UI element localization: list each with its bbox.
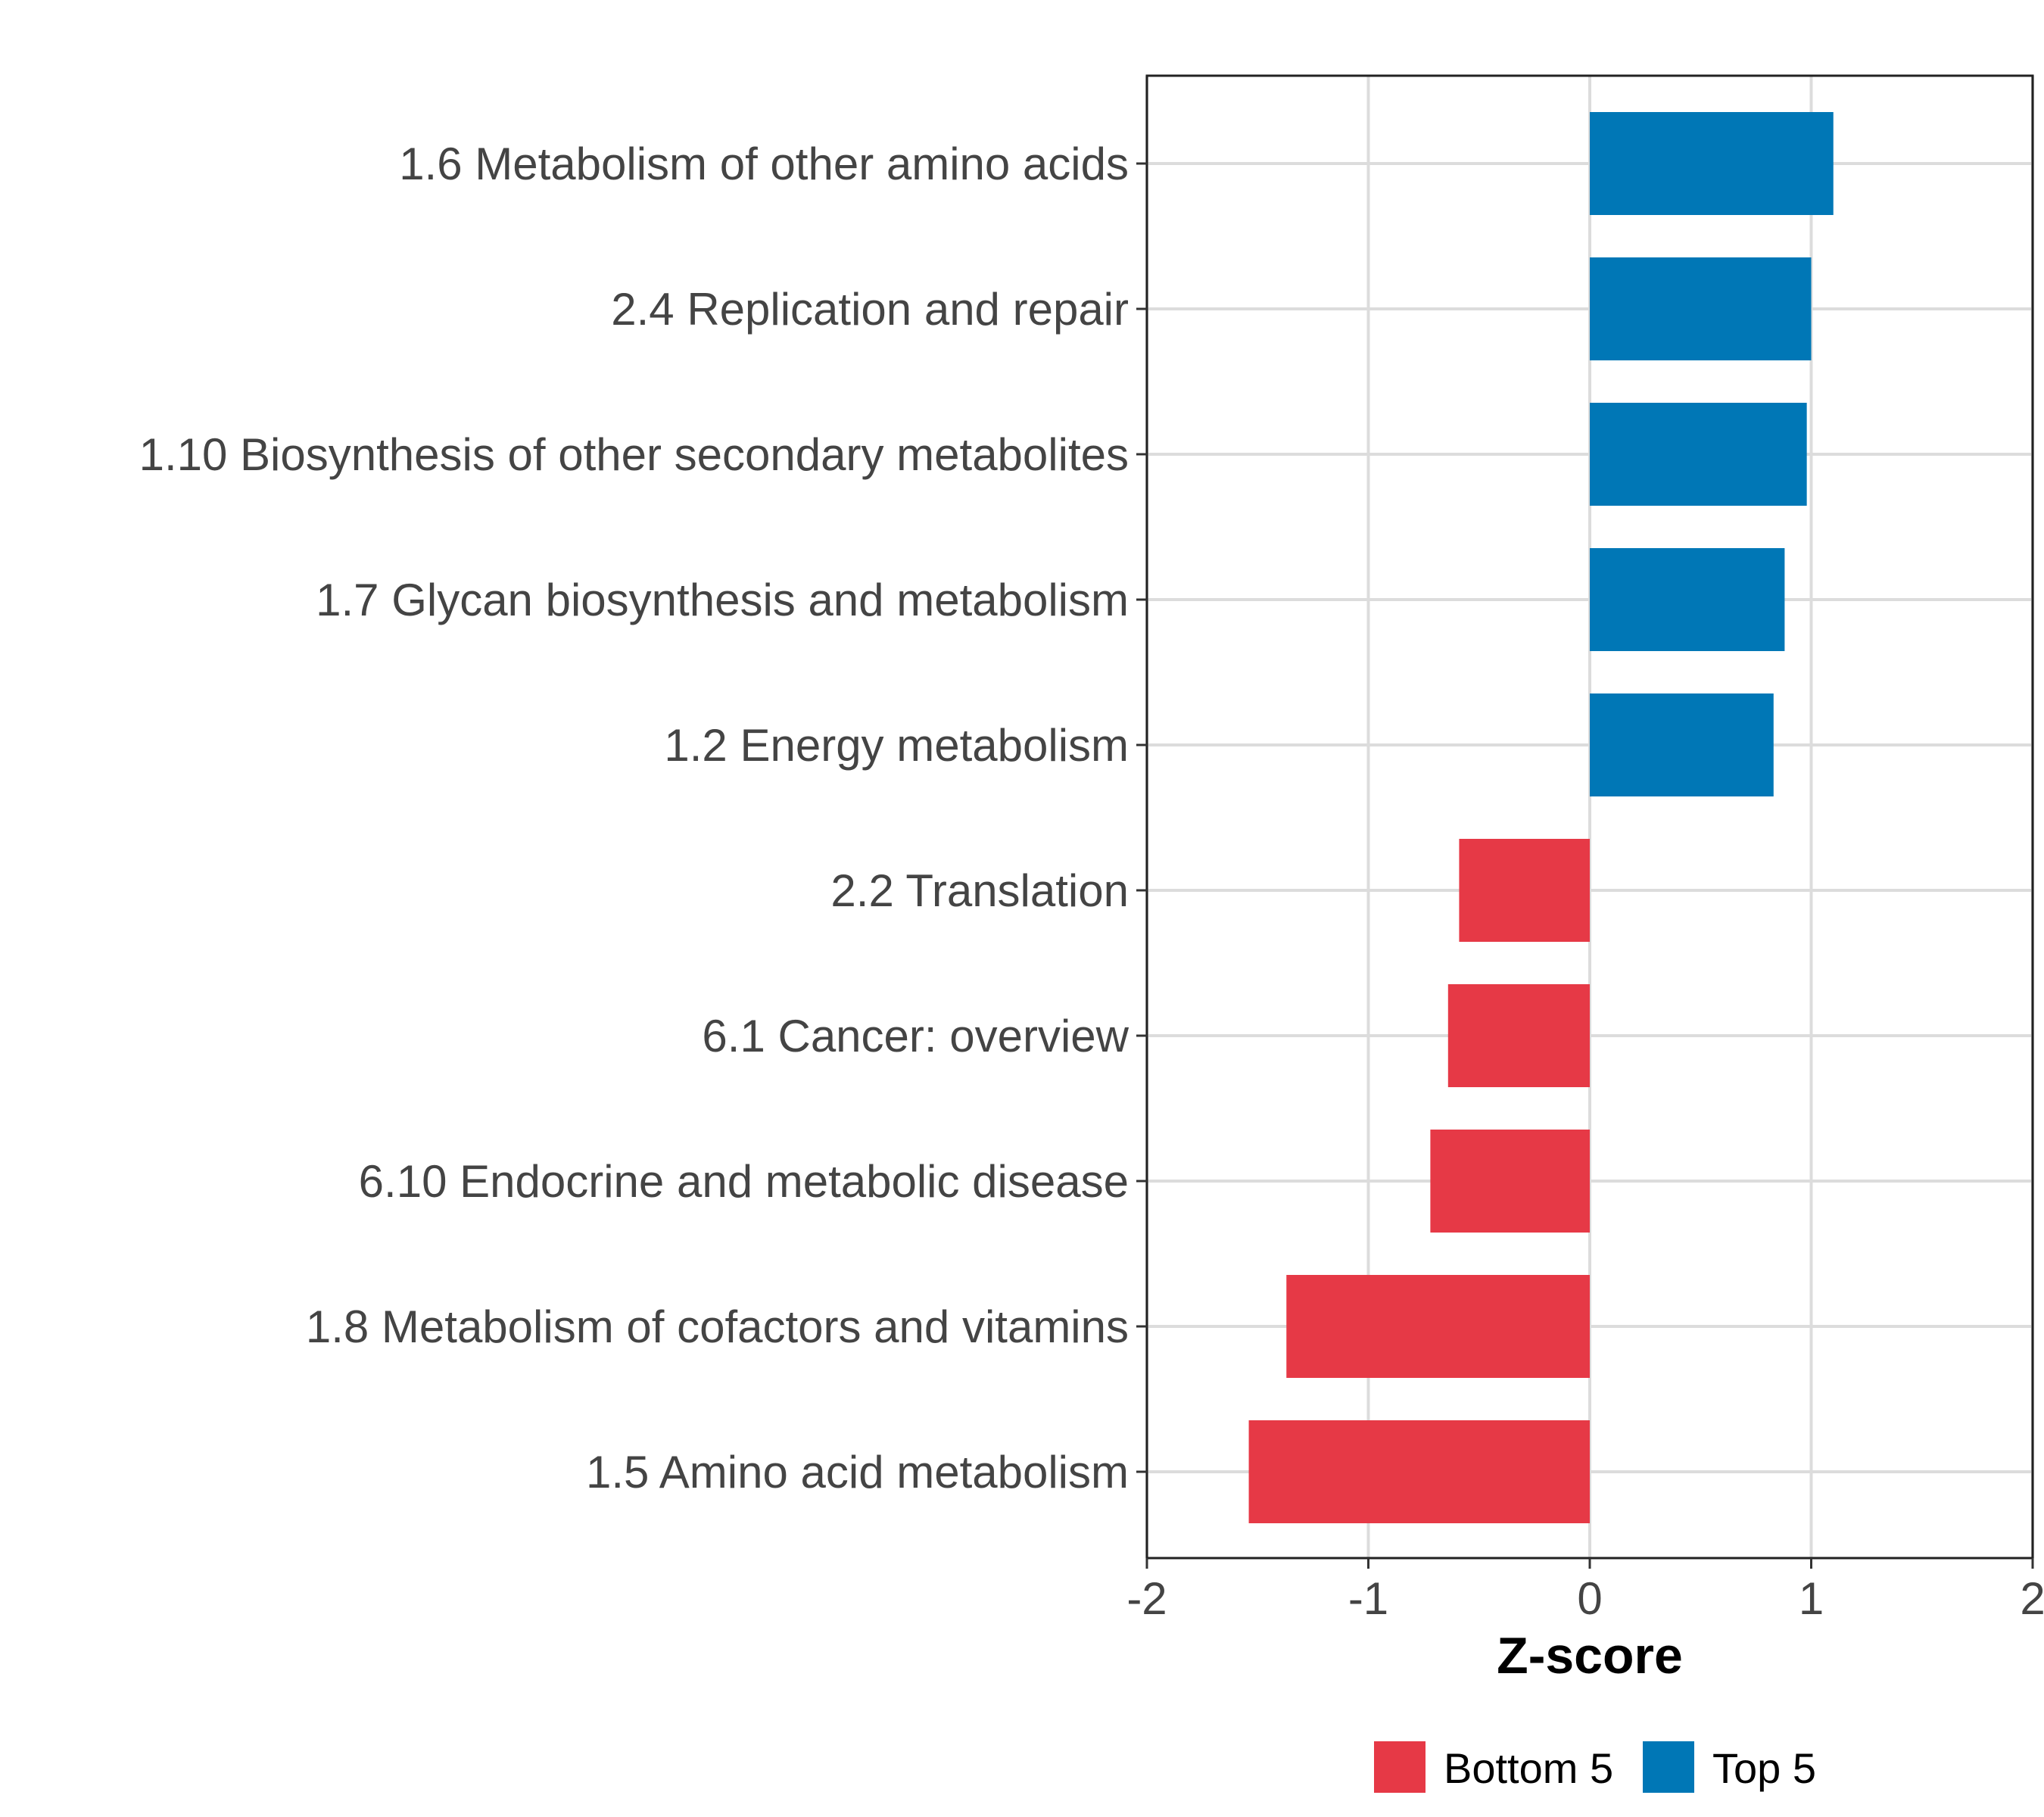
- bar: [1590, 257, 1812, 360]
- legend-swatch: [1643, 1741, 1694, 1793]
- category-label: 2.4 Replication and repair: [611, 284, 1129, 335]
- x-tick-label: 1: [1799, 1573, 1824, 1624]
- category-label: 1.5 Amino acid metabolism: [586, 1447, 1129, 1498]
- x-axis-title: Z-score: [1497, 1627, 1683, 1685]
- category-label: 1.8 Metabolism of cofactors and vitamins: [306, 1301, 1129, 1352]
- x-axis: -2 -1 0 1 2: [1126, 1558, 2044, 1624]
- bar: [1447, 984, 1590, 1087]
- bar: [1590, 112, 1834, 215]
- bar: [1248, 1420, 1590, 1523]
- bar: [1590, 548, 1785, 651]
- legend: Bottom 5 Top 5: [1374, 1741, 1816, 1793]
- legend-swatch: [1374, 1741, 1426, 1793]
- x-tick-label: -1: [1348, 1573, 1388, 1624]
- bar: [1459, 839, 1590, 942]
- x-tick-label: 2: [2020, 1573, 2044, 1624]
- bar: [1430, 1130, 1590, 1233]
- bar: [1590, 693, 1774, 796]
- category-label: 1.10 Biosynthesis of other secondary met…: [139, 429, 1129, 480]
- category-label: 1.6 Metabolism of other amino acids: [399, 139, 1129, 189]
- y-axis: 1.6 Metabolism of other amino acids 2.4 R…: [139, 139, 1147, 1498]
- bar: [1286, 1275, 1590, 1378]
- category-label: 1.7 Glycan biosynthesis and metabolism: [316, 575, 1129, 625]
- category-label: 2.2 Translation: [830, 865, 1129, 916]
- x-tick-label: -2: [1126, 1573, 1167, 1624]
- legend-label: Top 5: [1712, 1744, 1816, 1792]
- category-label: 1.2 Energy metabolism: [664, 720, 1129, 771]
- category-label: 6.10 Endocrine and metabolic disease: [359, 1156, 1129, 1207]
- bar: [1590, 403, 1807, 506]
- category-label: 6.1 Cancer: overview: [702, 1011, 1129, 1061]
- bars: [1248, 112, 1834, 1523]
- legend-label: Bottom 5: [1444, 1744, 1613, 1792]
- x-tick-label: 0: [1577, 1573, 1602, 1624]
